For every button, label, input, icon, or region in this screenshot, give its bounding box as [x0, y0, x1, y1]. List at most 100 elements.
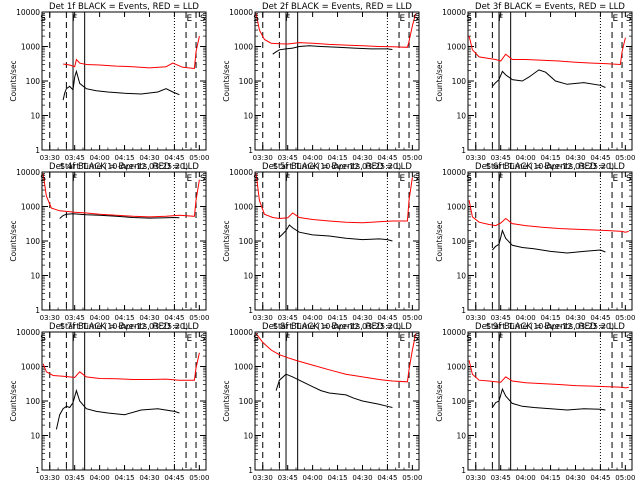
time-marker-label: F [285, 174, 290, 184]
x-tick-label: 04:00 [303, 474, 323, 480]
x-tick-label: 03:30 [466, 474, 486, 480]
y-tick-label: 1 [248, 306, 253, 315]
x-tick-label: 03:45 [65, 474, 85, 480]
x-tick-label: 03:30 [253, 154, 273, 162]
chart-panel-5: Det 5f BLACK = Events, RED = LLD 1 10 100 10… [222, 162, 422, 331]
time-marker-label: F [72, 334, 77, 344]
y-tick-label: 1000 [21, 363, 40, 372]
x-tick-label: 05:00 [615, 314, 635, 322]
y-tick-label: 1 [461, 146, 466, 155]
series-line-lld [255, 333, 417, 383]
y-tick-label: 10 [30, 272, 40, 281]
y-axis-label: Counts/sec [435, 60, 444, 101]
series-line-events [279, 224, 393, 242]
y-tick-label: 100 [239, 397, 254, 406]
y-tick-label: 10000 [16, 168, 40, 177]
x-tick-label: 03:45 [491, 474, 511, 480]
y-tick-label: 10000 [229, 168, 253, 177]
y-tick-label: 1000 [234, 363, 253, 372]
x-tick-label: 04:45 [164, 154, 184, 162]
x-tick-label: 05:00 [402, 154, 422, 162]
x-tick-label: 04:15 [327, 474, 347, 480]
series-line-events [275, 373, 393, 408]
time-marker-label: F [72, 174, 77, 184]
time-marker-label: S [200, 334, 206, 344]
series-line-lld [468, 200, 629, 233]
chart-panel-7: Det 7f BLACK = Events, RED = LLD 1 10 100 10… [9, 322, 209, 480]
series-line-lld [42, 173, 200, 218]
y-axis-label: Counts/sec [222, 60, 231, 101]
y-tick-label: 1000 [234, 203, 253, 212]
x-tick-label: 03:30 [253, 314, 273, 322]
chart-title: Det 5f BLACK = Events, RED = LLD [262, 162, 412, 172]
time-marker-label: S [466, 334, 472, 344]
chart-panel-6: Det 6f BLACK = Events, RED = LLD 1 10 100 10… [435, 162, 635, 331]
chart-title: Det 6f BLACK = Events, RED = LLD [475, 162, 625, 172]
x-tick-label: 05:00 [615, 474, 635, 480]
y-axis-label: Counts/sec [9, 60, 18, 101]
y-axis-label: Counts/sec [9, 220, 18, 261]
y-axis-label: Counts/sec [435, 380, 444, 421]
x-axis-label: Start Time (10-Apr-12 03:25:20) [273, 322, 401, 331]
x-tick-label: 05:00 [402, 474, 422, 480]
x-tick-label: 04:30 [139, 154, 159, 162]
chart-panel-3: Det 3f BLACK = Events, RED = LLD 1 10 100 10… [435, 2, 635, 171]
chart-title: Det 1f BLACK = Events, RED = LLD [49, 2, 199, 12]
chart-title: Det 2f BLACK = Events, RED = LLD [262, 2, 412, 12]
x-tick-label: 04:45 [590, 314, 610, 322]
y-tick-label: 10 [243, 272, 253, 281]
x-tick-label: 03:30 [466, 314, 486, 322]
x-tick-label: 03:45 [65, 314, 85, 322]
x-tick-label: 05:00 [189, 154, 209, 162]
x-tick-label: 04:45 [164, 474, 184, 480]
chart-title: Det 7f BLACK = Events, RED = LLD [49, 322, 199, 332]
y-tick-label: 100 [452, 237, 467, 246]
x-tick-label: 04:00 [90, 314, 110, 322]
time-marker-label: F [72, 14, 77, 24]
x-tick-label: 03:45 [491, 154, 511, 162]
time-marker-label: S [253, 174, 259, 184]
x-tick-label: 03:30 [40, 154, 60, 162]
series-line-lld [63, 35, 200, 70]
x-tick-label: 04:15 [114, 474, 134, 480]
time-marker-label: S [626, 174, 632, 184]
y-tick-label: 1000 [447, 363, 466, 372]
y-tick-label: 1000 [447, 203, 466, 212]
chart-panel-8: Det 8f BLACK = Events, RED = LLD 1 10 100 10… [222, 322, 422, 480]
y-axis-label: Counts/sec [222, 380, 231, 421]
x-tick-label: 04:30 [139, 314, 159, 322]
series-line-events [492, 229, 606, 254]
y-tick-label: 1 [248, 146, 253, 155]
x-tick-label: 03:30 [40, 314, 60, 322]
y-tick-label: 10000 [442, 168, 466, 177]
x-tick-label: 04:15 [114, 154, 134, 162]
y-axis-label: Counts/sec [222, 220, 231, 261]
time-marker-label: S [253, 14, 259, 24]
time-marker-label: S [466, 174, 472, 184]
y-tick-label: 10 [456, 112, 466, 121]
y-tick-label: 1000 [21, 43, 40, 52]
chart-panel-9: Det 9f BLACK = Events, RED = LLD 1 10 100 10… [435, 322, 635, 480]
x-tick-label: 05:00 [402, 314, 422, 322]
chart-title: Det 8f BLACK = Events, RED = LLD [262, 322, 412, 332]
time-marker-label: E [613, 174, 619, 184]
x-tick-label: 05:00 [189, 474, 209, 480]
x-tick-label: 04:15 [114, 314, 134, 322]
x-axis-label: Start Time (10-Apr-12 03:25:20) [60, 322, 188, 331]
x-axis-label: Start Time (10-Apr-12 03:25:20) [273, 162, 401, 171]
y-tick-label: 100 [452, 77, 467, 86]
x-axis-label: Start Time (10-Apr-12 03:25:20) [486, 162, 614, 171]
x-tick-label: 04:15 [540, 154, 560, 162]
y-tick-label: 1 [35, 306, 40, 315]
y-tick-label: 10000 [229, 8, 253, 17]
time-marker-label: F [498, 334, 503, 344]
series-line-events [272, 45, 393, 55]
y-tick-label: 10 [456, 432, 466, 441]
time-marker-label: S [626, 14, 632, 24]
x-tick-label: 04:00 [303, 154, 323, 162]
time-marker-label: E [187, 334, 193, 344]
time-marker-label: S [253, 334, 259, 344]
y-tick-label: 10 [243, 112, 253, 121]
y-tick-label: 1 [461, 466, 466, 475]
